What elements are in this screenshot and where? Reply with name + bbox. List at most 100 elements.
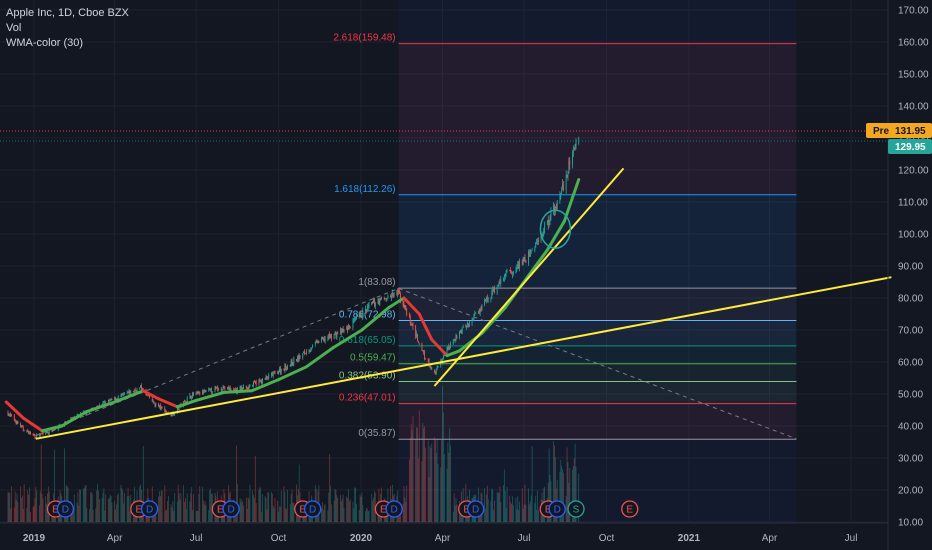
candle-body [252,384,253,386]
event-marker-label: E [217,505,224,516]
volume-bar [497,492,499,522]
volume-bar [33,506,35,522]
volume-bar [437,463,439,522]
volume-bar [171,507,173,522]
volume-indicator-label[interactable]: Vol [6,22,22,34]
candle-body [165,411,167,413]
volume-bar [360,496,362,522]
volume-bar [104,510,106,522]
candle-body [23,429,25,432]
candle-body [47,432,49,434]
candle-body [303,351,305,354]
volume-bar [441,439,443,522]
candle-body [21,426,22,427]
candle-body [211,392,213,393]
candle-body [196,391,198,394]
volume-bar [262,494,263,522]
candle-body [227,386,228,389]
candle-body [381,297,383,299]
candle-body [323,338,325,341]
volume-bar [503,469,505,522]
volume-bar [72,511,73,522]
volume-bar [498,492,500,522]
event-marker [56,500,75,518]
symbol-title[interactable]: Apple Inc, 1D, Cboe BZX [6,7,129,19]
candle-body [103,402,105,404]
pre-badge-value: 131.95 [895,126,926,137]
candle-body [52,429,54,432]
candle-body [481,305,483,310]
candle-body [111,399,113,400]
candle-body [205,390,207,392]
volume-bar [450,445,451,522]
candle-body [216,387,218,388]
candle-body [491,292,493,299]
wma-indicator-label[interactable]: WMA-color (30) [6,37,84,49]
volume-bar [174,492,176,522]
event-marker-label: E [135,505,142,516]
volume-bar [568,483,570,522]
dashed-fib-trendline[interactable] [35,287,797,440]
time-axis[interactable]: 2019 Apr Jul Oct 2020 Apr Jul Oct 2021 Apr Jul [23,533,858,544]
candle-body [243,386,245,389]
event-marker-label: D [472,505,479,516]
volume-bar [486,494,487,522]
candle-body [328,334,330,337]
candle-body [569,160,571,165]
volume-bar [561,465,563,522]
candle-body [486,297,488,299]
volume-bar [242,502,244,522]
volume-bar [423,427,425,522]
volume-bar [362,504,364,522]
volume-bar [321,508,322,522]
candle-body [503,279,504,281]
circle-annotation[interactable] [539,209,572,249]
candle-body [555,206,557,208]
candle-body [55,428,56,430]
volume-bar [21,495,23,522]
fib-levels[interactable]: 0(35.87)0.236(47.01)0.382(53.90)0.5(59.4… [333,33,797,440]
trendlines[interactable] [35,167,892,440]
candle-body [266,376,268,378]
candle-body [174,413,176,415]
volume-bar [434,437,435,522]
volume-bar [287,489,288,522]
candle-body [15,421,17,424]
wma-segment [304,346,335,369]
volume-bar [327,510,329,522]
volume-bar [40,444,42,522]
volume-bar [523,504,525,522]
volume-bar [517,496,519,522]
candle-body [541,234,543,236]
candle-body [247,387,249,389]
candle-body [8,415,10,416]
volume-bar [32,506,34,522]
volume-bar [521,488,523,522]
volume-bar [210,488,211,522]
candle-body [273,371,275,374]
candle-body [556,200,558,210]
candle-body [248,385,250,389]
price-axis[interactable]: 10.00 20.00 30.00 40.00 50.00 60.00 70.00 80.00… [898,6,929,529]
volume-bar [531,445,533,522]
grid [0,0,888,523]
fib-level-label: 2.618(159.48) [333,33,395,44]
candle-body [499,282,501,285]
wma-segment [141,389,161,401]
volume-bar [120,484,122,522]
price-tick-label: 140.00 [898,102,929,113]
candle-body [560,193,562,196]
volume-bar [128,496,130,522]
candle-body [316,340,318,342]
candle-body [134,389,136,391]
candle-body [361,316,363,318]
volume-bar [560,459,562,522]
candle-body [114,397,116,400]
volume-bar [536,509,537,522]
event-marker-label: E [380,505,387,516]
volume-bar [279,506,281,522]
volume-bar [452,511,454,522]
volume-bar [45,496,47,522]
